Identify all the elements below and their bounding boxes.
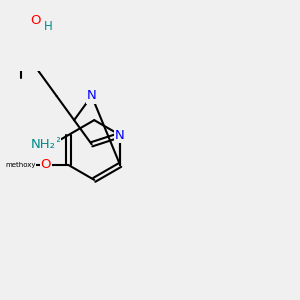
Text: N: N xyxy=(87,89,97,103)
Text: O: O xyxy=(41,158,51,171)
Text: O: O xyxy=(30,14,40,27)
Text: O: O xyxy=(41,158,51,171)
Text: H: H xyxy=(44,20,52,33)
Text: methoxy: methoxy xyxy=(5,162,36,168)
Text: NH: NH xyxy=(35,140,55,153)
Text: ₂: ₂ xyxy=(55,133,60,146)
Text: NH₂: NH₂ xyxy=(31,138,56,151)
Text: N: N xyxy=(115,129,125,142)
